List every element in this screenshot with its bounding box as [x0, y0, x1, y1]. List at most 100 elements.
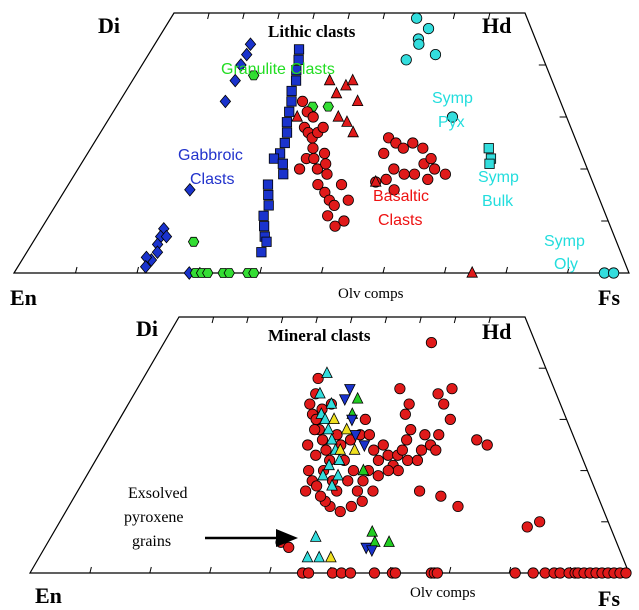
point-red-circles: [389, 567, 401, 579]
bottom-tick: [382, 266, 385, 274]
point-basaltic-clasts: [307, 111, 319, 123]
point-gabbroic-clasts-squares: [286, 96, 297, 107]
point-symp-pyx: [446, 111, 459, 123]
point-granulite-clasts: [187, 236, 200, 247]
point-basaltic-clasts: [329, 220, 341, 232]
point-red-circles: [402, 454, 414, 466]
lithic-olv-comps-label: Olv comps: [338, 286, 404, 302]
point-granulite-clasts: [248, 268, 260, 278]
point-basaltic-clasts: [312, 179, 324, 191]
point-basaltic-clasts-triangles: [347, 125, 360, 138]
point-gabbroic-clasts-squares: [281, 127, 293, 138]
point-basaltic-clasts: [311, 163, 324, 175]
point-gabbroic-clasts-squares: [286, 85, 297, 97]
point-basaltic-clasts: [378, 147, 390, 159]
point-basaltic-clasts-triangles: [323, 73, 336, 86]
point-blue-inverted-triangles: [358, 440, 371, 453]
point-basaltic-clasts-triangles: [291, 109, 304, 122]
point-basaltic-clasts: [335, 179, 348, 191]
top-tick: [382, 12, 386, 20]
point-symp-pyx: [411, 12, 423, 24]
point-basaltic-clasts: [318, 147, 331, 159]
point-red-circles: [419, 429, 431, 441]
point-cyan-triangles: [326, 432, 338, 445]
point-basaltic-clasts: [380, 173, 392, 185]
point-basaltic-clasts: [428, 163, 441, 175]
point-basaltic-clasts: [293, 163, 306, 175]
point-basaltic-clasts-triangles: [466, 265, 479, 278]
point-basaltic-clasts: [328, 199, 340, 211]
annotation-gabbroic-line1: Gabbroic: [178, 147, 243, 164]
point-yellow-triangles: [348, 443, 361, 455]
top-tick: [280, 316, 284, 324]
point-cyan-triangles: [309, 530, 322, 542]
point-red-circles: [534, 516, 546, 528]
point-basaltic-clasts: [397, 142, 409, 154]
top-tick: [419, 316, 422, 324]
point-gabbroic-clasts-squares: [293, 54, 304, 65]
corner-label-fs-2: Fs: [598, 586, 620, 610]
point-gabbroic-clasts-squares: [259, 221, 270, 232]
point-red-circles: [367, 485, 379, 497]
point-red-circles: [403, 398, 415, 410]
exsolved-label-line3: grains: [132, 533, 171, 550]
point-red-circles: [452, 500, 464, 513]
point-red-circles: [302, 439, 314, 451]
point-gabbroic-clasts-squares: [261, 236, 272, 247]
top-tick: [384, 316, 388, 324]
point-red-circles: [396, 444, 408, 456]
annotation-granulite-clasts: Granulite Clasts: [221, 61, 335, 78]
point-blue-inverted-triangles: [366, 545, 378, 558]
point-red-circles: [356, 495, 368, 507]
corner-label-di-2: Di: [136, 316, 158, 341]
point-granulite-clasts: [248, 70, 260, 81]
lithic-panel-title: Lithic clasts: [268, 22, 356, 41]
point-basaltic-clasts: [439, 168, 451, 180]
point-gabbroic-clasts-squares: [274, 148, 286, 159]
point-gabbroic-clasts-squares: [284, 106, 295, 117]
point-red-circles: [316, 434, 329, 446]
top-tick: [312, 12, 315, 20]
annotation-basaltic-line2: Clasts: [378, 212, 422, 229]
annotation-basaltic-line1: Basaltic: [373, 188, 429, 205]
point-basaltic-clasts-triangles: [351, 94, 364, 106]
point-symp-oly: [608, 267, 620, 279]
point-green-triangles: [369, 535, 381, 547]
point-cyan-triangles: [333, 453, 346, 465]
annotation-symp-bulk-line1: Symp: [478, 169, 519, 186]
bottom-tick: [136, 266, 139, 274]
point-red-circles: [310, 449, 322, 461]
point-basaltic-clasts: [338, 215, 350, 227]
point-red-circles: [347, 464, 360, 477]
point-red-circles: [401, 434, 413, 446]
point-red-circles: [303, 464, 315, 477]
point-red-circles: [438, 398, 450, 410]
top-tick: [277, 12, 280, 20]
point-basaltic-clasts: [322, 210, 334, 222]
point-gabbroic-clasts-squares: [258, 210, 269, 221]
point-gabbroic-clasts: [219, 94, 232, 109]
point-red-circles: [471, 434, 483, 446]
annotation-gabbroic-line2: Clasts: [190, 171, 234, 188]
point-red-circles: [481, 439, 493, 451]
top-tick: [452, 12, 456, 20]
top-tick: [315, 316, 318, 324]
point-red-circles: [359, 413, 371, 425]
point-red-circles: [300, 485, 312, 497]
lithic-clasts-panel: Di Hd En Fs Lithic clasts Olv comps Gran…: [10, 12, 630, 310]
point-basaltic-clasts: [308, 153, 320, 165]
point-gabbroic-clasts: [235, 58, 247, 72]
point-cyan-triangles: [301, 550, 314, 563]
point-red-circles: [425, 336, 438, 349]
top-tick: [246, 316, 249, 324]
point-cyan-triangles: [313, 550, 326, 563]
bottom-tick: [269, 566, 272, 574]
bottom-tick: [209, 566, 212, 574]
corner-label-en: En: [10, 285, 37, 310]
point-gabbroic-clasts-squares: [279, 137, 290, 149]
point-yellow-triangles: [328, 412, 340, 425]
lithic-quadrilateral-outline: [12, 12, 630, 274]
point-red-circles: [320, 444, 332, 456]
point-red-circles: [311, 480, 323, 492]
mineral-data-points: [275, 336, 632, 579]
